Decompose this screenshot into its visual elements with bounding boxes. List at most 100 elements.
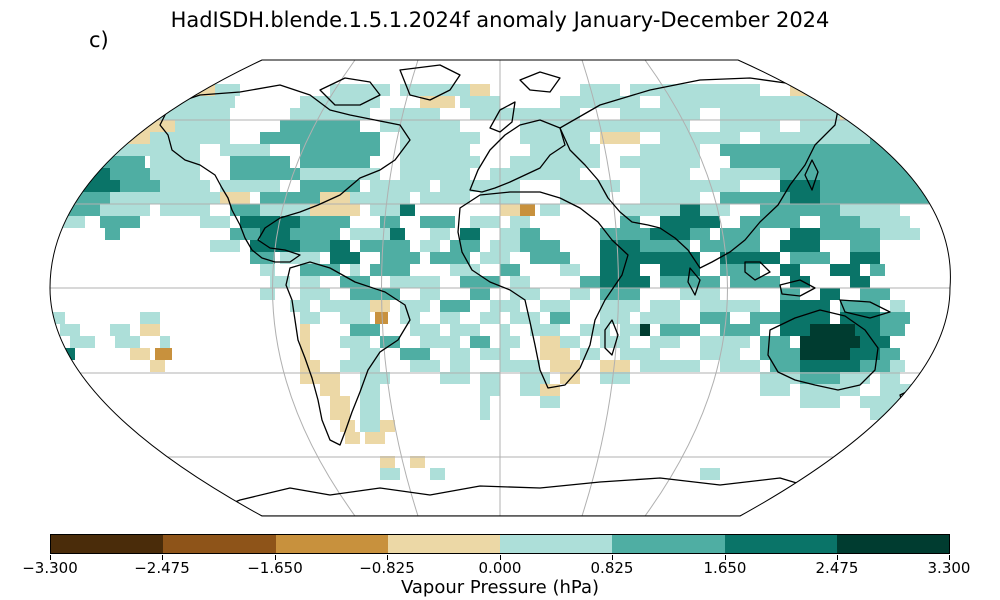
anomaly-cell (780, 168, 935, 180)
anomaly-cell (230, 204, 260, 216)
anomaly-cell (530, 252, 570, 264)
anomaly-cell (390, 276, 440, 288)
anomaly-cell (350, 324, 380, 336)
anomaly-cell (570, 288, 590, 300)
anomaly-cell (680, 204, 700, 216)
anomaly-cell (290, 300, 310, 312)
anomaly-cell (360, 420, 380, 432)
anomaly-cell (280, 120, 360, 132)
anomaly-cell (820, 228, 880, 240)
anomaly-cell (480, 252, 510, 264)
anomaly-cell (640, 324, 650, 336)
anomaly-cell (620, 216, 640, 228)
anomaly-cell (500, 324, 510, 336)
anomaly-cell (380, 468, 400, 480)
anomaly-cell (460, 228, 480, 240)
anomaly-cell (105, 228, 120, 240)
anomaly-cell (780, 324, 810, 336)
anomaly-cell (370, 180, 430, 192)
anomaly-cell (300, 348, 310, 360)
colorbar-segment (163, 535, 276, 553)
anomaly-cell (400, 144, 470, 156)
anomaly-cell (720, 192, 790, 204)
anomaly-cell (330, 84, 390, 96)
anomaly-cell (330, 240, 350, 252)
anomaly-cell (350, 228, 390, 240)
anomaly-cell (790, 156, 925, 168)
anomaly-cell (880, 324, 905, 336)
anomaly-cell (60, 324, 80, 336)
anomaly-cell (600, 336, 630, 348)
colorbar-tick (612, 555, 613, 560)
anomaly-cell (790, 276, 810, 288)
anomaly-cell (640, 312, 680, 324)
anomaly-cell (880, 228, 920, 240)
anomaly-cell (720, 168, 780, 180)
anomaly-cell (350, 348, 380, 360)
anomaly-cell (510, 216, 530, 228)
anomaly-cell (600, 240, 640, 252)
anomaly-cell (530, 144, 600, 156)
anomaly-cell (800, 360, 860, 372)
anomaly-cell (270, 276, 290, 288)
colorbar-tick-label: 3.300 (927, 559, 971, 577)
colorbar-segment (724, 535, 837, 553)
anomaly-cell (830, 264, 860, 276)
anomaly-cell (600, 264, 640, 276)
anomaly-cell (220, 180, 280, 192)
anomaly-cell (600, 372, 630, 384)
anomaly-cell (860, 336, 890, 348)
anomaly-cell (810, 324, 855, 336)
anomaly-cell (100, 216, 140, 228)
anomaly-cell (310, 204, 360, 216)
anomaly-cell (640, 168, 690, 180)
anomaly-cell (895, 408, 910, 420)
anomaly-cell (660, 264, 700, 276)
anomaly-cell (330, 408, 350, 420)
anomaly-cell (860, 216, 910, 228)
anomaly-cell (420, 240, 440, 252)
anomaly-cell (520, 204, 535, 216)
anomaly-cell (345, 432, 360, 444)
anomaly-cell (115, 336, 140, 348)
anomaly-cell (90, 144, 130, 156)
colorbar-title: Vapour Pressure (hPa) (400, 577, 600, 598)
anomaly-cell (110, 168, 150, 180)
colorbar-tick-label: 2.475 (815, 559, 859, 577)
anomaly-cell (470, 336, 490, 348)
anomaly-cell (790, 252, 830, 264)
colorbar-segment (612, 535, 725, 553)
anomaly-cell (660, 96, 760, 108)
anomaly-cell (490, 240, 520, 252)
colorbar-tick (837, 555, 838, 560)
anomaly-cell (800, 120, 880, 132)
anomaly-cell (720, 252, 780, 264)
anomaly-cell (560, 192, 610, 204)
anomaly-cell (450, 240, 480, 252)
anomaly-cell (360, 384, 380, 396)
anomaly-cell (110, 324, 130, 336)
anomaly-cell (210, 240, 240, 252)
anomaly-cell (370, 300, 390, 312)
anomaly-cell (470, 108, 580, 120)
anomaly-cell (640, 180, 740, 192)
colorbar-tick (387, 555, 388, 560)
anomaly-cell (390, 228, 405, 240)
anomaly-cell (780, 264, 800, 276)
anomaly-cell (880, 348, 900, 360)
anomaly-cell (640, 192, 700, 204)
anomaly-cell (490, 168, 580, 180)
figure-title: HadISDH.blende.1.5.1.2024f anomaly Janua… (170, 8, 830, 32)
anomaly-cell (420, 192, 470, 204)
anomaly-cell (420, 288, 440, 300)
anomaly-cell (110, 156, 145, 168)
anomaly-cell (780, 180, 820, 192)
anomaly-cell (880, 384, 920, 396)
anomaly-cell (380, 420, 395, 432)
colorbar-tick-label: −3.300 (22, 559, 78, 577)
anomaly-cell (160, 180, 210, 192)
anomaly-cell (860, 288, 890, 300)
anomaly-cell (660, 276, 720, 288)
anomaly-cell (370, 204, 400, 216)
anomaly-cell (720, 108, 840, 120)
